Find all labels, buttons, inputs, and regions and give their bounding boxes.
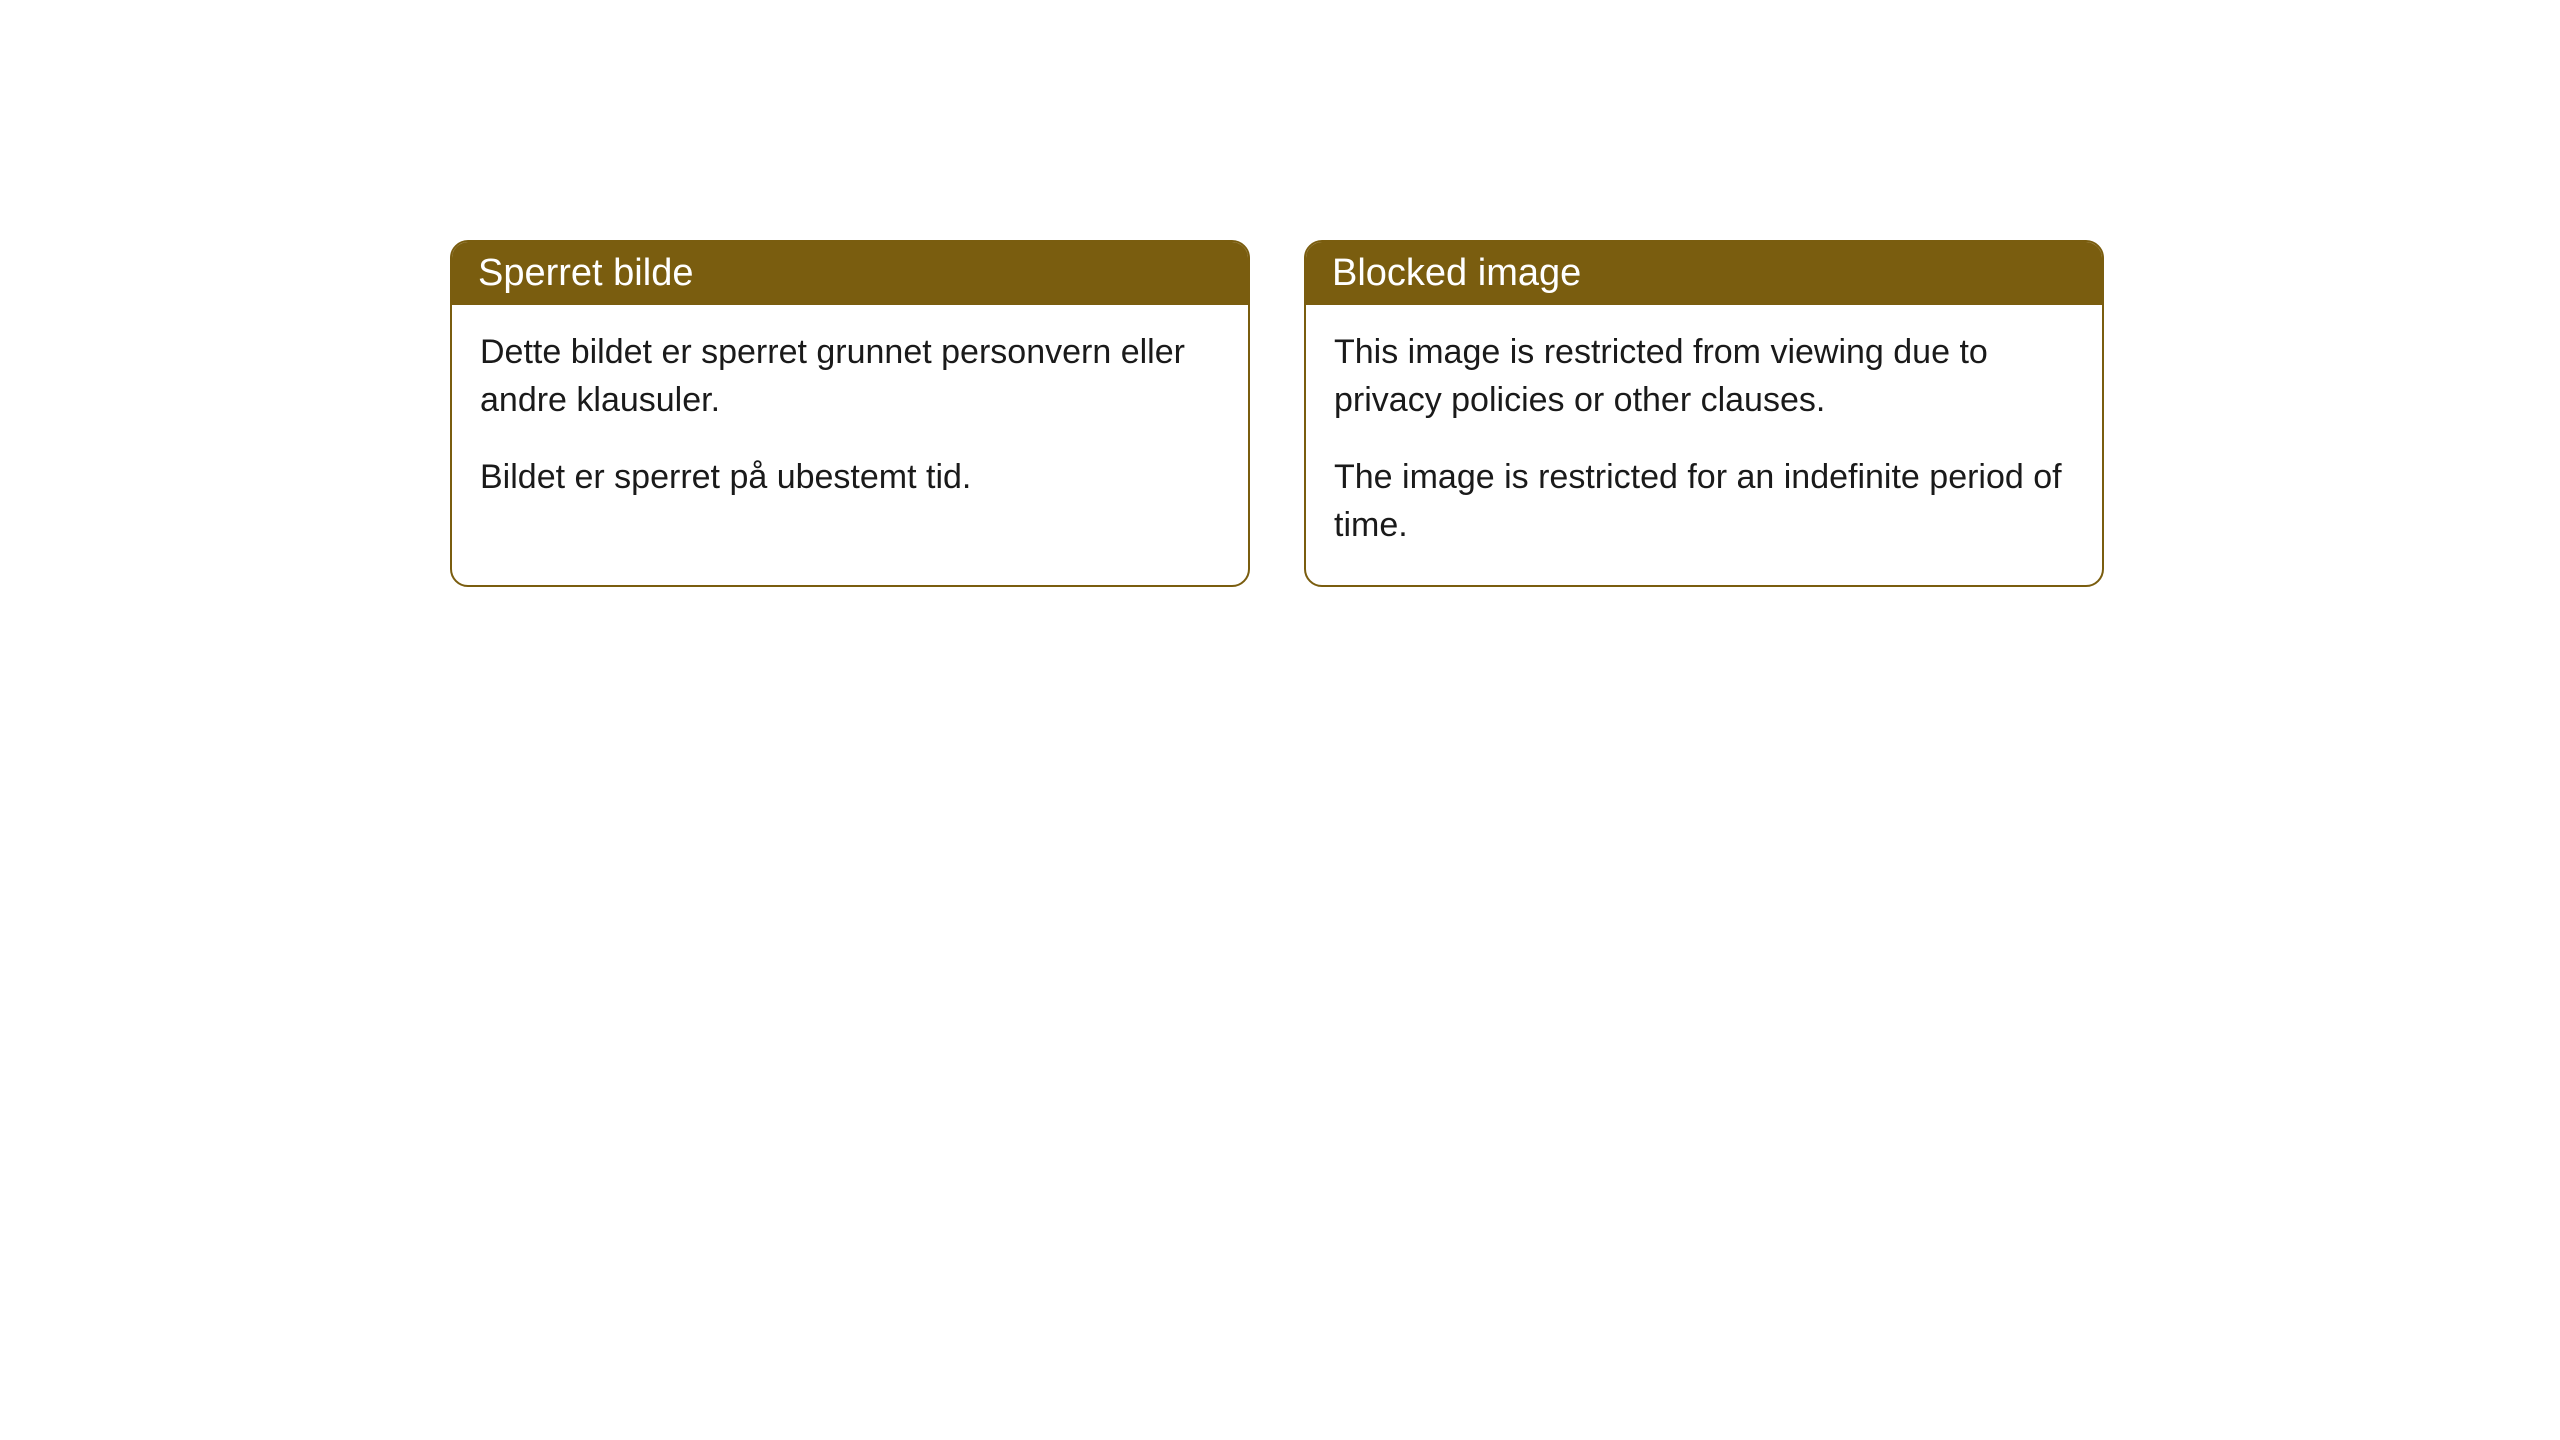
card-title-english: Blocked image (1332, 252, 1581, 294)
card-body-english: This image is restricted from viewing du… (1306, 305, 2102, 585)
card-paragraph-2-english: The image is restricted for an indefinit… (1334, 454, 2074, 549)
card-title-norwegian: Sperret bilde (478, 252, 693, 294)
blocked-image-card-english: Blocked image This image is restricted f… (1304, 240, 2104, 587)
card-paragraph-1-norwegian: Dette bildet er sperret grunnet personve… (480, 329, 1220, 424)
card-header-norwegian: Sperret bilde (452, 242, 1248, 305)
card-paragraph-2-norwegian: Bildet er sperret på ubestemt tid. (480, 454, 1220, 502)
card-body-norwegian: Dette bildet er sperret grunnet personve… (452, 305, 1248, 538)
card-container: Sperret bilde Dette bildet er sperret gr… (0, 0, 2560, 587)
card-paragraph-1-english: This image is restricted from viewing du… (1334, 329, 2074, 424)
blocked-image-card-norwegian: Sperret bilde Dette bildet er sperret gr… (450, 240, 1250, 587)
card-header-english: Blocked image (1306, 242, 2102, 305)
